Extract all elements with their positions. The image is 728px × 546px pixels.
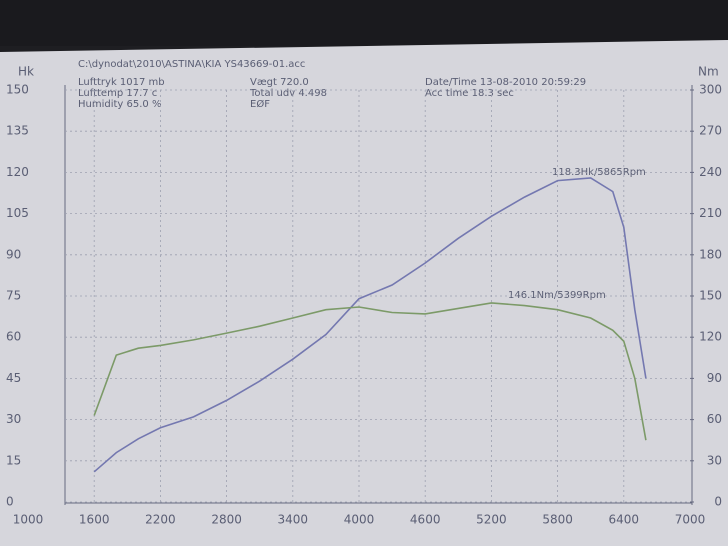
x-tick-label: 4000 (344, 513, 375, 527)
y2-tick-label: 270 (699, 124, 722, 138)
info-text: Lufttemp 17.7 c (78, 88, 157, 99)
y2-tick-label: 120 (699, 330, 722, 344)
y-tick-label: 30 (6, 412, 21, 426)
x-tick-label: 4600 (410, 513, 441, 527)
info-text: Acc time 18.3 sec (425, 88, 514, 99)
y2-tick-label: 240 (699, 165, 722, 179)
file-name: C:\dynodat\2010\ASTINA\KIA YS43669-01.ac… (78, 59, 305, 70)
y2-tick-label: 30 (707, 453, 722, 467)
y-tick-label: 135 (6, 124, 29, 138)
info-text: Lufttryk 1017 mb (78, 77, 165, 88)
y-tick-label: 15 (6, 453, 21, 467)
info-text: EØF (250, 98, 270, 110)
y2-tick-label: 210 (699, 206, 722, 220)
x-tick-label: 6400 (609, 513, 640, 527)
annotation: 118.3Hk/5865Rpm (552, 167, 646, 178)
y2-tick-label: 150 (699, 289, 722, 303)
paper (0, 40, 728, 546)
annotation: 146.1Nm/5399Rpm (508, 290, 606, 301)
y-tick-label: 150 (6, 83, 29, 97)
x-tick-label: 5800 (542, 513, 573, 527)
y-tick-label: 90 (6, 247, 21, 261)
y2-tick-label: 180 (699, 247, 722, 261)
series-line (93, 177, 647, 473)
info-text: Date/Time 13-08-2010 20:59:29 (425, 77, 586, 88)
x-tick-label: 5200 (476, 513, 507, 527)
y2-tick-label: 300 (699, 83, 722, 97)
x-tick-label: 1000 (13, 513, 44, 527)
keyboard-background (0, 0, 728, 46)
y-tick-label: 60 (6, 330, 21, 344)
series-line (93, 302, 647, 441)
y-tick-label: 45 (6, 371, 21, 385)
x-tick-label: 3400 (278, 513, 309, 527)
info-text: Vægt 720.0 (250, 77, 309, 88)
y2-tick-label: 90 (707, 371, 722, 385)
y2-tick-label: 60 (707, 412, 722, 426)
y-tick-label: 105 (6, 206, 29, 220)
y-tick-label: 75 (6, 289, 21, 303)
x-tick-label: 2800 (211, 513, 242, 527)
x-tick-label: 2200 (145, 513, 176, 527)
info-text: Humidity 65.0 % (78, 99, 161, 110)
info-text: Total udv 4.498 (249, 88, 327, 99)
y-tick-label: 120 (6, 165, 29, 179)
y2-axis-label: Nm (698, 65, 719, 79)
y-axis-label: Hk (18, 65, 34, 79)
y-tick-label: 0 (6, 495, 14, 509)
x-tick-label: 7000 (675, 513, 706, 527)
x-tick-label: 1600 (79, 513, 110, 527)
y2-tick-label: 0 (714, 495, 722, 509)
